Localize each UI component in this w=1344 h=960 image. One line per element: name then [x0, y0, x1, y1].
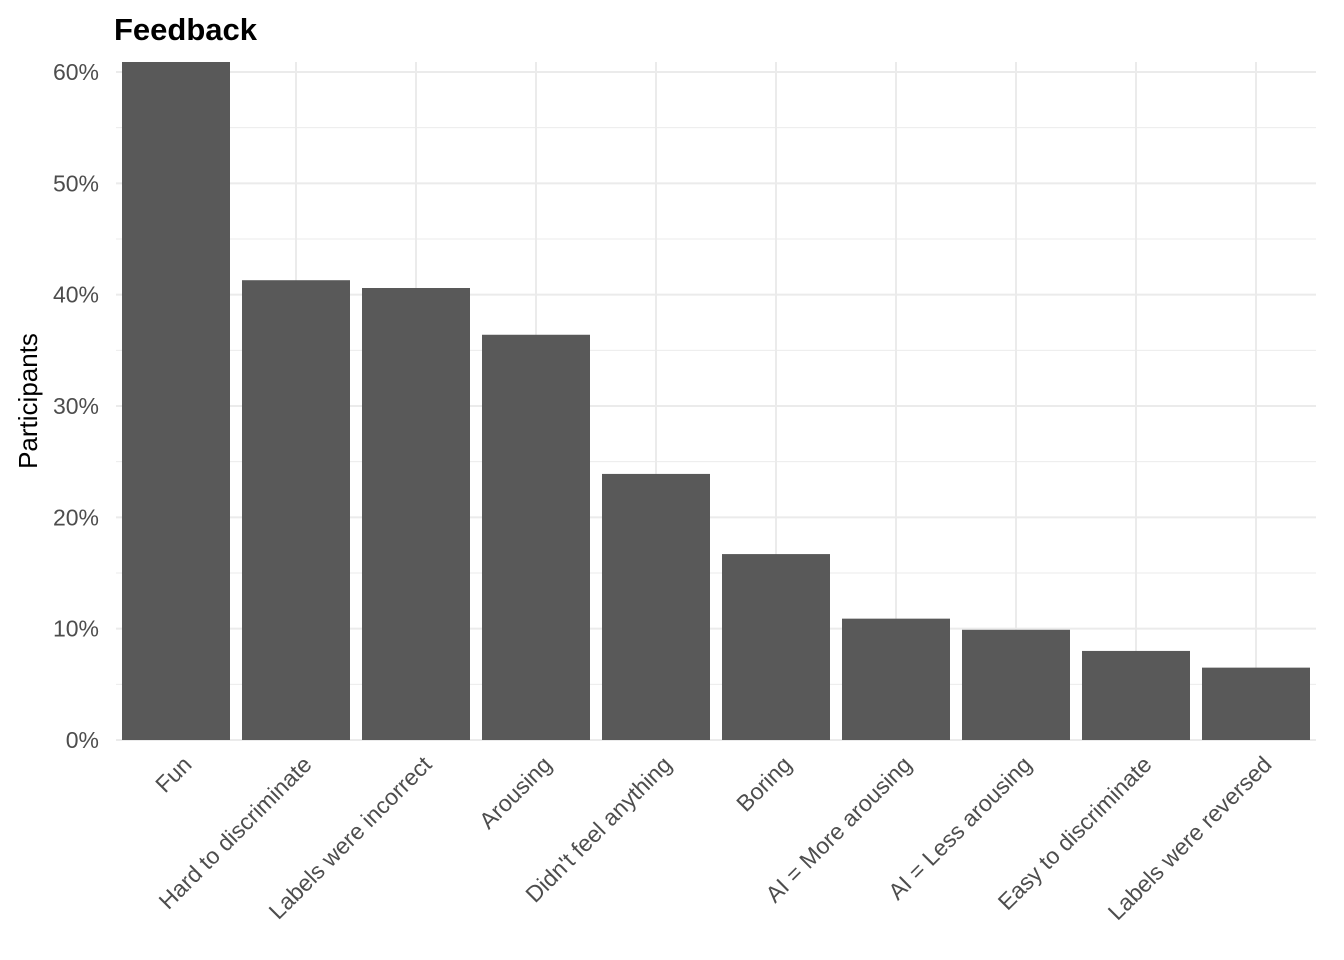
- y-axis-ticks: 0% 10% 20% 30% 40% 50% 60%: [53, 59, 99, 753]
- x-tick-label: Fun: [150, 751, 196, 797]
- y-tick-label: 40%: [53, 282, 99, 308]
- y-tick-label: 60%: [53, 59, 99, 85]
- y-tick-label: 20%: [53, 504, 99, 530]
- bar: [842, 618, 950, 740]
- bar: [1202, 667, 1310, 740]
- x-tick-label: Boring: [731, 751, 796, 816]
- bar: [242, 280, 350, 740]
- y-tick-label: 10%: [53, 616, 99, 642]
- bar: [1082, 650, 1190, 740]
- bar: [482, 334, 590, 740]
- bar: [122, 62, 230, 740]
- y-tick-label: 30%: [53, 393, 99, 419]
- chart-title: Feedback: [114, 12, 258, 47]
- y-tick-label: 0%: [66, 727, 99, 753]
- bar: [362, 288, 470, 740]
- x-tick-label: Arousing: [474, 751, 557, 834]
- bar: [602, 473, 710, 740]
- bar: [722, 554, 830, 740]
- y-axis-label: Participants: [13, 333, 43, 469]
- bar: [962, 629, 1070, 740]
- bars: [122, 62, 1310, 740]
- y-tick-label: 50%: [53, 170, 99, 196]
